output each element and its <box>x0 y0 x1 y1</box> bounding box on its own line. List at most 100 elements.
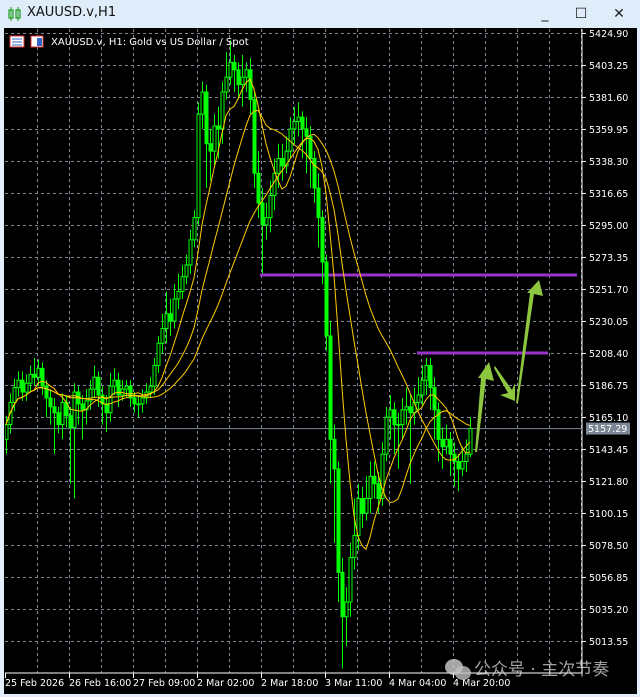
window-title: XAUUSD.v,H1 <box>27 5 117 20</box>
price-tick-label: 5295.00 <box>589 221 628 232</box>
candle-body <box>360 497 365 514</box>
time-tick-label: 27 Feb 09:00 <box>133 678 195 689</box>
candle-body <box>424 364 429 381</box>
wechat-icon <box>445 659 471 680</box>
candle-body <box>56 412 61 426</box>
candle-body <box>420 379 425 396</box>
candle-body <box>468 428 473 455</box>
price-tick-label: 5359.95 <box>589 125 628 136</box>
candle-body <box>276 157 281 174</box>
candle-body <box>104 403 109 414</box>
candle-body <box>200 91 205 115</box>
price-tick-label: 5381.60 <box>589 93 628 104</box>
price-tick-label: 5186.75 <box>589 381 628 392</box>
candle-body <box>52 406 57 414</box>
candle-body <box>336 468 341 573</box>
candle-body <box>168 313 173 322</box>
candle-body <box>100 394 105 405</box>
time-tick-label: 3 Mar 11:00 <box>325 678 382 689</box>
minimize-button[interactable]: _ <box>541 6 549 22</box>
maximize-button[interactable]: ☐ <box>574 6 588 22</box>
candle-body <box>356 497 361 536</box>
candle-body <box>400 409 405 426</box>
candle-body <box>20 379 25 393</box>
chart-window-icon <box>30 35 44 48</box>
candle-body <box>252 98 257 174</box>
candle-body <box>408 406 413 414</box>
price-tick-label: 5251.70 <box>589 285 628 296</box>
candle-body <box>228 61 233 78</box>
price-tick-label: 5143.45 <box>589 445 628 456</box>
time-tick-label: 25 Feb 2026 <box>5 678 64 689</box>
candle-body <box>268 194 273 219</box>
price-tick-label: 5100.15 <box>589 509 628 520</box>
candle-body <box>308 135 313 159</box>
candle-body <box>184 264 189 278</box>
candle-body <box>244 69 249 78</box>
candle-body <box>204 91 209 145</box>
candle-body <box>152 364 157 387</box>
candle-body <box>340 571 345 618</box>
candle-body <box>344 601 349 618</box>
candle-body <box>188 239 193 266</box>
candle-body <box>304 128 309 137</box>
candle-body <box>48 397 53 408</box>
time-axis: 25 Feb 2026 26 Feb 16:00 27 Feb 09:00 2 Mar… <box>5 672 582 689</box>
candle-body <box>80 403 85 411</box>
candle-body <box>264 217 269 226</box>
price-tick-label: 5035.20 <box>589 605 628 616</box>
candle-body <box>256 172 261 204</box>
chart-area[interactable] <box>4 28 637 694</box>
candle-body <box>28 373 33 384</box>
price-tick-label: 5165.10 <box>589 413 628 424</box>
candle-body <box>232 61 237 71</box>
candle-body <box>248 69 253 100</box>
time-tick-label: 26 Feb 16:00 <box>69 678 131 689</box>
current-price-label: 5157.29 <box>588 424 627 435</box>
candle-body <box>296 116 301 123</box>
candle-body <box>148 385 153 393</box>
candle-body <box>380 453 385 499</box>
candle-body <box>316 187 321 219</box>
candle-body <box>364 497 369 514</box>
candle-body <box>36 367 41 378</box>
chart-list-icon <box>9 35 25 48</box>
candle-body <box>428 364 433 389</box>
candle-body <box>292 121 297 130</box>
candle-body <box>384 416 389 455</box>
candle-body <box>212 125 217 152</box>
forecast-arrows <box>475 280 543 452</box>
candle-body <box>312 157 317 189</box>
price-tick-label: 5424.90 <box>589 29 628 40</box>
candle-body <box>44 385 49 399</box>
candle-body <box>68 415 73 429</box>
price-tick-label: 5338.30 <box>589 157 628 168</box>
candles <box>5 40 473 669</box>
candle-body <box>12 387 17 403</box>
candle-body <box>456 461 461 470</box>
time-tick-label: 4 Mar 04:00 <box>389 678 446 689</box>
candle-body <box>416 394 421 403</box>
candle-body <box>436 409 441 440</box>
candle-body <box>368 475 373 499</box>
current-price-line: 5157.29 <box>5 422 630 435</box>
candle-body <box>460 461 465 470</box>
candle-body <box>320 217 325 263</box>
candle-body <box>24 382 29 393</box>
candle-body <box>164 313 169 329</box>
candle-body <box>176 291 181 300</box>
candle-body <box>92 376 97 390</box>
watermark-text: 公众号 · 主次节奏 <box>474 660 609 680</box>
candle-body <box>464 453 469 463</box>
time-tick-label: 2 Mar 02:00 <box>197 678 254 689</box>
price-tick-label: 5078.50 <box>589 541 628 552</box>
candle-body <box>136 403 141 406</box>
chart-header: XAUUSD.v, H1: Gold vs US Dollar / Spot <box>9 35 249 48</box>
candle-body <box>432 387 437 411</box>
close-button[interactable]: ✕ <box>613 6 625 22</box>
candle-body <box>444 438 449 448</box>
candle-body <box>156 342 161 366</box>
candle-body <box>32 373 37 378</box>
candle-body <box>132 397 137 405</box>
